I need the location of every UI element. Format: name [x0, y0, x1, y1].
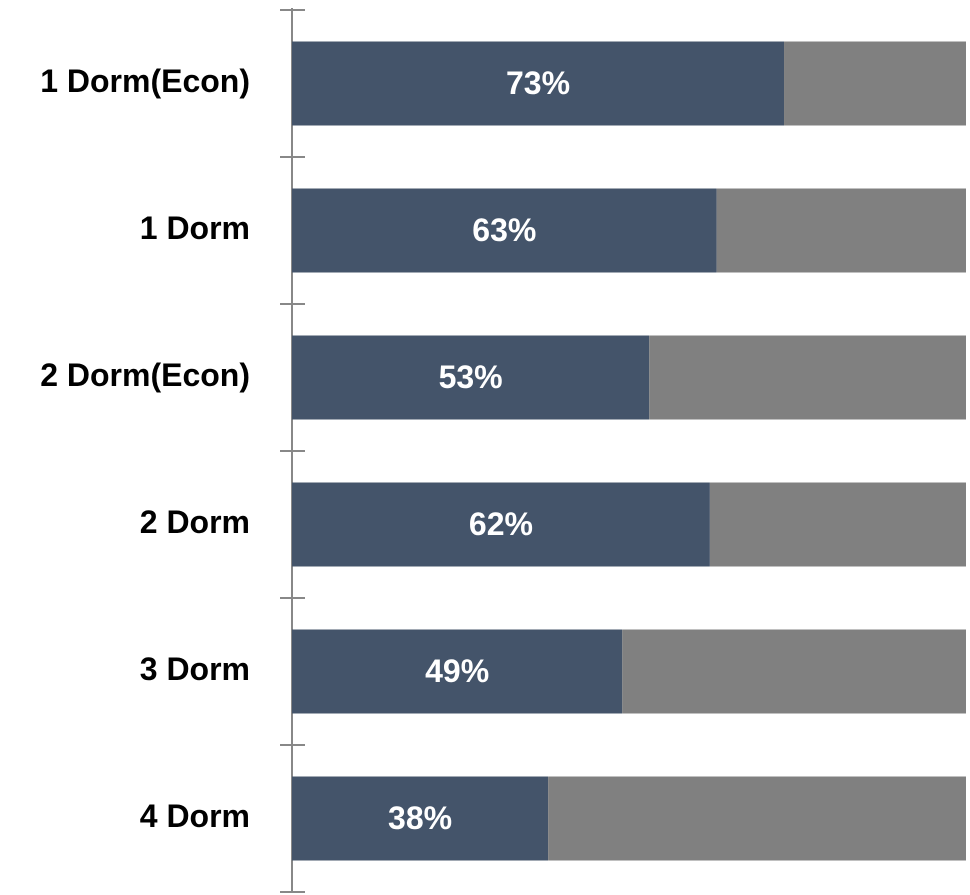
- bar-segment: [292, 335, 650, 420]
- bar-segment: [292, 776, 549, 861]
- bar-segment: [292, 41, 785, 126]
- bar-segment: [784, 41, 966, 126]
- data-label: 53%: [439, 359, 503, 395]
- y-tick-label: 2 Dorm(Econ): [40, 357, 250, 393]
- bar-segment: [709, 482, 966, 567]
- bar-segment: [292, 482, 710, 567]
- data-label: 49%: [425, 653, 489, 689]
- bar-segment: [622, 629, 966, 714]
- data-label: 38%: [388, 800, 452, 836]
- y-tick-label: 1 Dorm: [140, 210, 250, 246]
- y-tick-label: 2 Dorm: [140, 504, 250, 540]
- data-label: 63%: [472, 212, 536, 248]
- bar-segment: [548, 776, 966, 861]
- bar-segment: [649, 335, 966, 420]
- bar-segment: [292, 188, 717, 273]
- data-label: 62%: [469, 506, 533, 542]
- y-tick-label: 1 Dorm(Econ): [40, 63, 250, 99]
- y-tick-label: 4 Dorm: [140, 798, 250, 834]
- y-tick-label: 3 Dorm: [140, 651, 250, 687]
- bar-segment: [716, 188, 966, 273]
- data-label: 73%: [506, 65, 570, 101]
- bar-segment: [292, 629, 623, 714]
